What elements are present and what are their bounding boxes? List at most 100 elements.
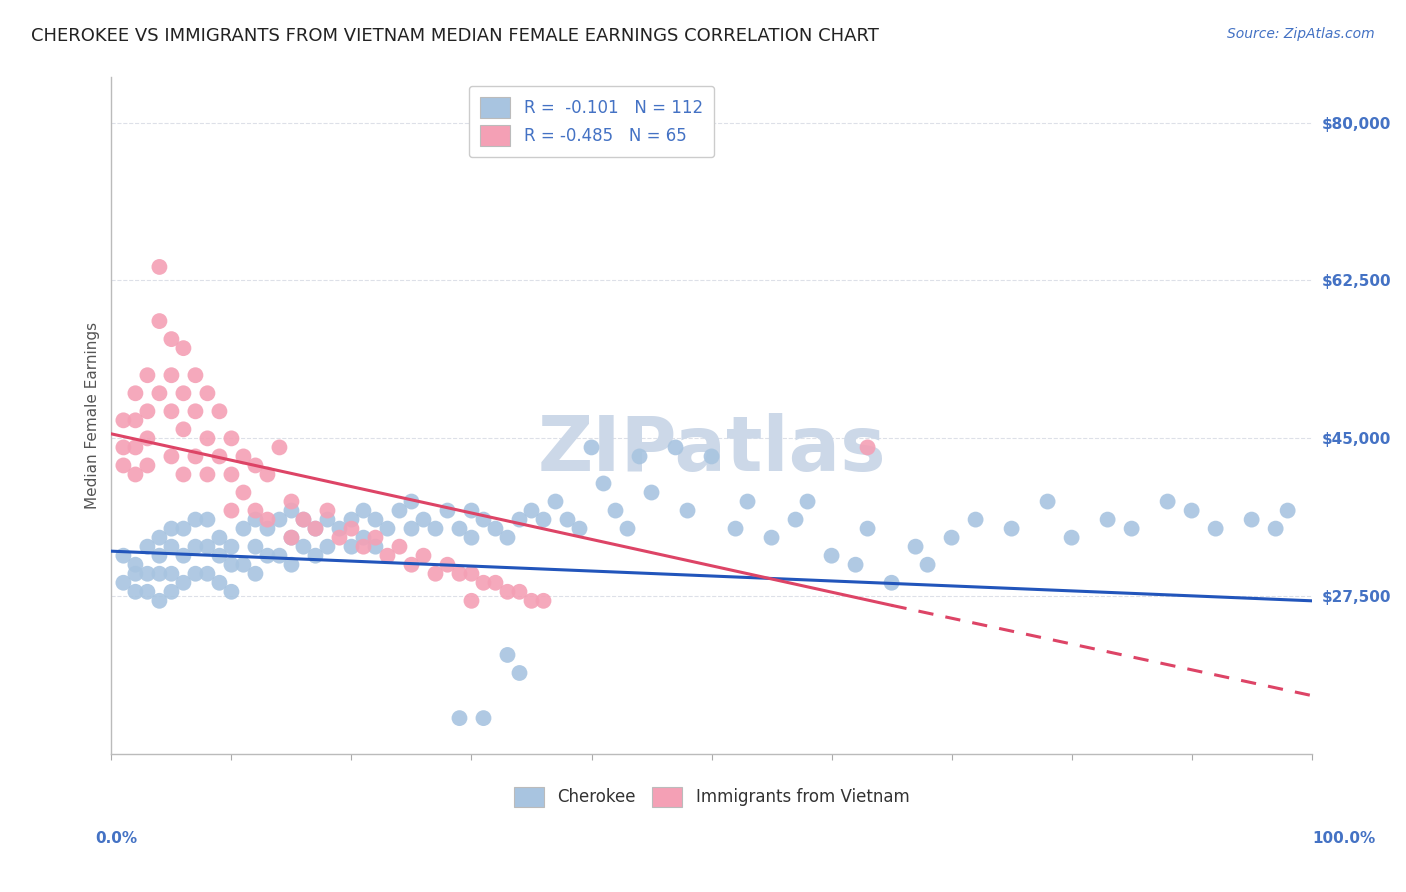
Point — [256, 467, 278, 482]
Point — [581, 441, 603, 455]
Point — [700, 450, 723, 464]
Point — [197, 467, 219, 482]
Point — [316, 540, 339, 554]
Point — [1181, 503, 1204, 517]
Point — [232, 485, 254, 500]
Point — [124, 566, 146, 581]
Point — [484, 522, 506, 536]
Point — [184, 368, 207, 383]
Point — [221, 540, 243, 554]
Point — [197, 540, 219, 554]
Point — [160, 540, 183, 554]
Point — [472, 513, 495, 527]
Point — [520, 594, 543, 608]
Point — [172, 422, 194, 436]
Point — [221, 467, 243, 482]
Point — [377, 522, 399, 536]
Point — [1000, 522, 1022, 536]
Point — [785, 513, 807, 527]
Point — [845, 558, 868, 572]
Point — [472, 711, 495, 725]
Point — [245, 503, 267, 517]
Text: 0.0%: 0.0% — [96, 831, 138, 846]
Point — [292, 513, 315, 527]
Point — [796, 494, 818, 508]
Point — [280, 558, 302, 572]
Point — [256, 549, 278, 563]
Point — [1240, 513, 1263, 527]
Text: ZIPatlas: ZIPatlas — [537, 413, 886, 487]
Point — [160, 584, 183, 599]
Point — [124, 558, 146, 572]
Point — [616, 522, 638, 536]
Point — [460, 566, 482, 581]
Point — [232, 558, 254, 572]
Point — [160, 404, 183, 418]
Point — [605, 503, 627, 517]
Point — [388, 540, 411, 554]
Point — [436, 558, 458, 572]
Point — [460, 503, 482, 517]
Point — [592, 476, 614, 491]
Point — [208, 450, 231, 464]
Point — [245, 458, 267, 473]
Point — [412, 513, 434, 527]
Point — [401, 558, 423, 572]
Point — [388, 503, 411, 517]
Point — [184, 566, 207, 581]
Point — [280, 503, 302, 517]
Point — [1036, 494, 1059, 508]
Point — [112, 549, 135, 563]
Point — [136, 404, 159, 418]
Point — [449, 522, 471, 536]
Point — [401, 494, 423, 508]
Point — [245, 540, 267, 554]
Point — [136, 458, 159, 473]
Point — [208, 575, 231, 590]
Point — [136, 540, 159, 554]
Point — [1156, 494, 1178, 508]
Point — [1277, 503, 1299, 517]
Point — [353, 503, 375, 517]
Point — [256, 513, 278, 527]
Point — [941, 531, 963, 545]
Point — [136, 584, 159, 599]
Point — [1205, 522, 1227, 536]
Point — [148, 260, 170, 274]
Point — [340, 540, 363, 554]
Point — [533, 513, 555, 527]
Point — [221, 584, 243, 599]
Point — [172, 522, 194, 536]
Point — [124, 467, 146, 482]
Point — [269, 513, 291, 527]
Point — [1060, 531, 1083, 545]
Point — [557, 513, 579, 527]
Point — [449, 711, 471, 725]
Point — [112, 441, 135, 455]
Point — [136, 431, 159, 445]
Point — [664, 441, 686, 455]
Point — [364, 531, 387, 545]
Point — [496, 531, 519, 545]
Point — [364, 513, 387, 527]
Point — [280, 531, 302, 545]
Point — [148, 549, 170, 563]
Point — [232, 522, 254, 536]
Point — [364, 540, 387, 554]
Point — [328, 531, 350, 545]
Legend: Cherokee, Immigrants from Vietnam: Cherokee, Immigrants from Vietnam — [508, 780, 915, 814]
Point — [880, 575, 903, 590]
Point — [184, 513, 207, 527]
Point — [544, 494, 567, 508]
Point — [472, 575, 495, 590]
Point — [197, 513, 219, 527]
Point — [425, 566, 447, 581]
Text: CHEROKEE VS IMMIGRANTS FROM VIETNAM MEDIAN FEMALE EARNINGS CORRELATION CHART: CHEROKEE VS IMMIGRANTS FROM VIETNAM MEDI… — [31, 27, 879, 45]
Point — [269, 549, 291, 563]
Point — [269, 441, 291, 455]
Point — [292, 540, 315, 554]
Point — [496, 648, 519, 662]
Point — [436, 503, 458, 517]
Point — [124, 584, 146, 599]
Point — [568, 522, 591, 536]
